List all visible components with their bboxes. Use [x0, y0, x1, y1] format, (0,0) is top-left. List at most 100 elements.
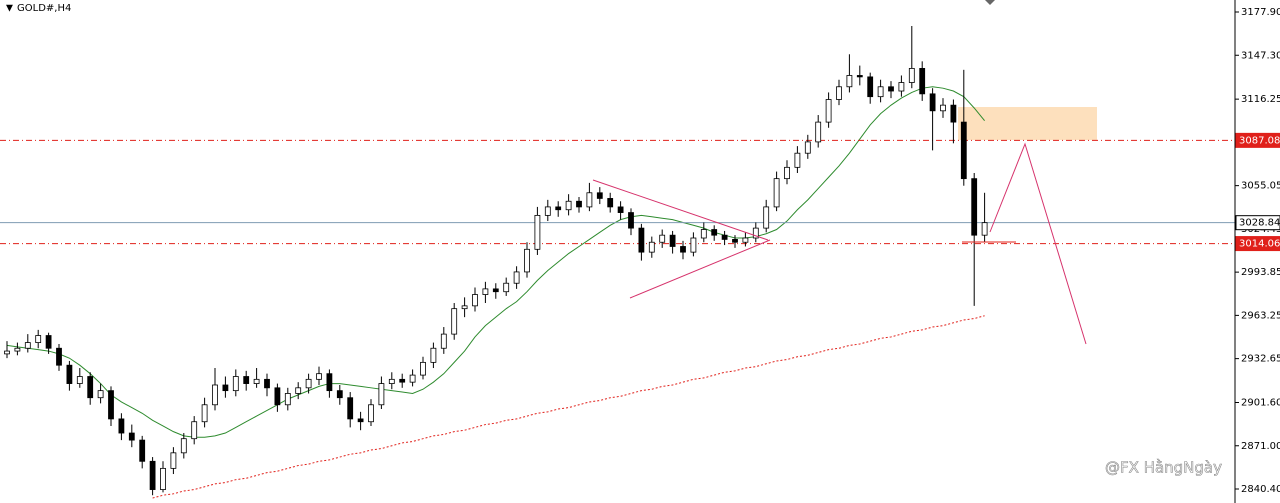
candle-body — [24, 342, 31, 349]
candle-body — [544, 206, 551, 216]
candle-body — [763, 206, 770, 229]
candle-body — [503, 282, 510, 293]
candle-body — [253, 378, 260, 384]
candle-body — [867, 76, 874, 98]
candle-body — [680, 246, 686, 253]
candle-body — [492, 288, 499, 293]
candle-body — [586, 192, 593, 208]
candle-body — [461, 305, 468, 310]
candle-body — [420, 361, 426, 376]
candle-body — [565, 200, 572, 211]
y-tick-label: 3116.25 — [1241, 94, 1280, 105]
candle-body — [836, 86, 842, 100]
candle-body — [960, 121, 967, 180]
candle-body — [607, 198, 614, 208]
candle-body — [846, 75, 853, 88]
candle-body — [170, 452, 177, 469]
price-level-label: 3014.06 — [1239, 239, 1280, 250]
candle-body — [357, 418, 364, 423]
projection-path — [989, 142, 1087, 345]
candle-body — [981, 222, 988, 236]
candle-body — [108, 390, 114, 420]
candle-body — [451, 308, 458, 335]
y-tick-label: 2901.60 — [1241, 398, 1280, 409]
chart-title: GOLD#,H4 — [17, 3, 71, 14]
candle-body — [815, 121, 822, 143]
moving-average — [6, 86, 985, 438]
candle-body — [596, 192, 603, 199]
candle-body — [659, 234, 666, 243]
price-level-box — [1235, 132, 1280, 148]
candle-body — [66, 364, 73, 384]
candle-body — [524, 248, 530, 273]
y-tick-label: 3055.05 — [1241, 181, 1280, 192]
candle-body — [201, 404, 208, 423]
price-axis: 3177.903147.303116.253055.053024.452993.… — [1235, 7, 1280, 495]
candle-body — [326, 373, 333, 392]
candle-body — [919, 68, 926, 95]
candle-body — [888, 86, 894, 92]
candle-body — [118, 418, 125, 434]
candle-body — [513, 271, 520, 284]
candle-body — [347, 397, 354, 420]
candle-body — [742, 237, 749, 243]
triangle-lower-line — [629, 239, 771, 299]
candle-body — [971, 178, 978, 236]
candle-body — [700, 229, 707, 239]
candle-body — [243, 376, 250, 384]
price-level-box — [1235, 215, 1280, 231]
candle-body — [856, 75, 863, 78]
candle-body — [222, 384, 229, 392]
candle-body — [295, 387, 302, 394]
candle-body — [139, 439, 146, 462]
shift-marker — [985, 0, 995, 5]
candle-body — [430, 347, 437, 363]
candle-body — [482, 288, 489, 295]
candle-body — [128, 432, 135, 441]
y-tick-label: 2840.40 — [1241, 484, 1280, 495]
candle-body — [14, 347, 21, 352]
candle-body — [409, 374, 416, 383]
candle-body — [191, 421, 198, 440]
candle-body — [929, 93, 936, 112]
candle-body — [160, 467, 166, 490]
candle-body — [284, 393, 291, 406]
symbol-arrow: ▼ — [6, 4, 13, 14]
y-tick-label: 3147.30 — [1241, 50, 1280, 61]
candle-body — [180, 438, 187, 454]
candle-body — [305, 378, 312, 389]
candle-body — [877, 86, 884, 98]
candle-body — [440, 333, 447, 349]
candle-body — [472, 294, 478, 307]
candle-body — [264, 378, 270, 389]
candle-body — [804, 141, 811, 154]
candle-body — [368, 404, 374, 423]
candle-body — [784, 166, 790, 180]
candle-body — [950, 104, 957, 123]
candle-body — [617, 206, 624, 213]
y-tick-label: 2993.85 — [1241, 267, 1280, 278]
candle-body — [940, 104, 946, 112]
candle-body — [76, 376, 83, 384]
price-level-box — [1235, 236, 1280, 252]
candle-body — [690, 237, 697, 253]
candle-body — [274, 387, 281, 406]
candle-body — [336, 390, 343, 399]
triangle-upper-line — [592, 179, 769, 241]
price-level-label: 3087.08 — [1239, 135, 1280, 146]
price-level-label: 3028.84 — [1239, 218, 1280, 229]
candle-body — [773, 178, 780, 208]
candle-body — [555, 206, 562, 211]
candle-body — [378, 383, 385, 406]
candle-body — [576, 200, 582, 208]
y-tick-label: 2963.25 — [1241, 310, 1280, 321]
candle-body — [149, 460, 156, 490]
candle-body — [908, 68, 915, 83]
supply-zone — [958, 107, 1097, 140]
candle-body — [56, 347, 62, 366]
candle-body — [638, 227, 645, 253]
plot — [0, 26, 1235, 499]
candle-body — [388, 378, 395, 384]
candle-body — [752, 227, 759, 239]
